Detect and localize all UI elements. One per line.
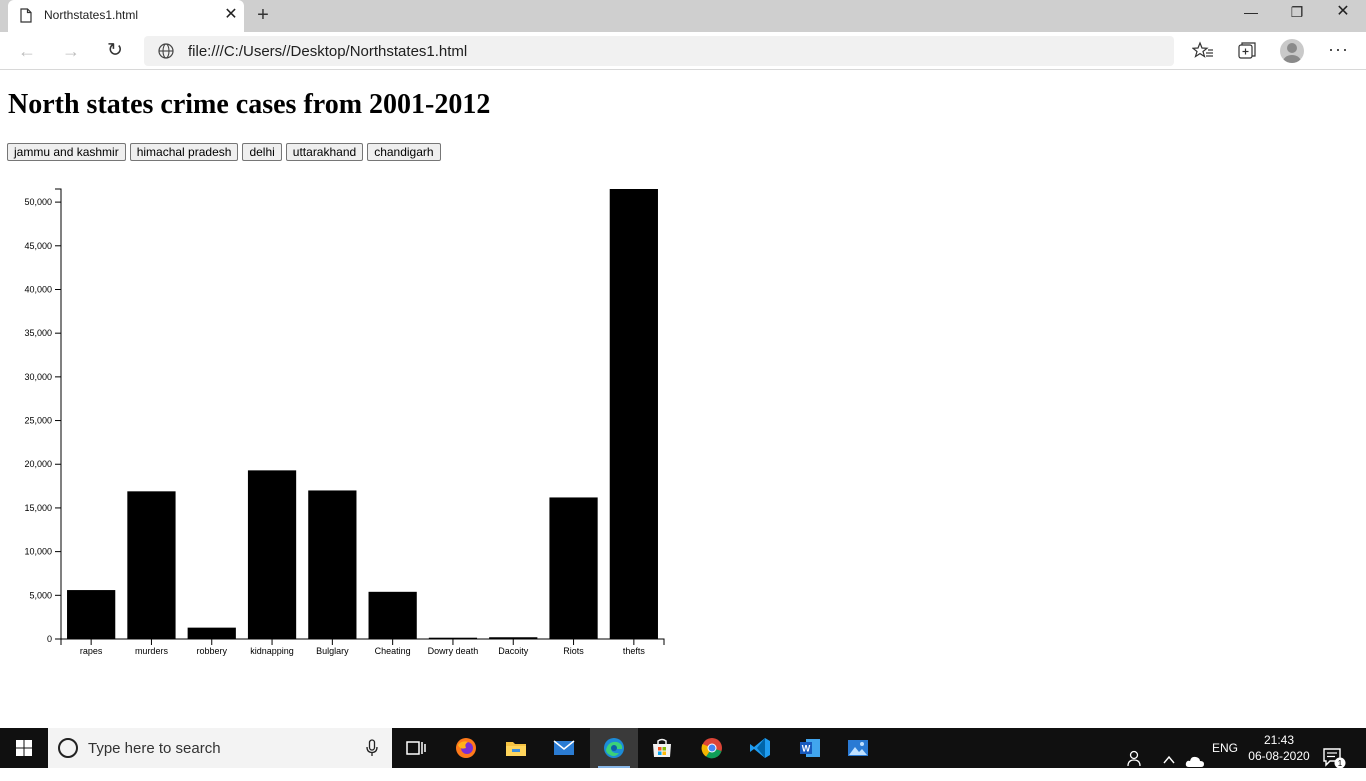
edge-icon[interactable] <box>590 728 638 768</box>
chrome-icon[interactable] <box>688 728 736 768</box>
y-tick-label: 0 <box>47 634 52 644</box>
bar-murders <box>127 491 176 639</box>
globe-icon <box>158 43 174 59</box>
y-tick-label: 40,000 <box>24 284 52 294</box>
mail-icon[interactable] <box>540 728 588 768</box>
window-close-button[interactable]: ✕ <box>1336 3 1350 20</box>
vscode-icon[interactable] <box>736 728 784 768</box>
crime-bar-chart: 0 5,000 10,000 15,000 20,000 25,000 30,000 35,0… <box>24 188 665 656</box>
page-icon <box>20 8 32 23</box>
state-button-delhi[interactable]: delhi <box>242 143 282 161</box>
more-options-icon[interactable]: ··· <box>1328 39 1349 59</box>
x-axis-line <box>60 638 665 645</box>
y-tick-label: 15,000 <box>24 503 52 513</box>
tab-close-icon[interactable]: ✕ <box>224 6 238 23</box>
taskbar-search-placeholder: Type here to search <box>88 740 221 757</box>
microphone-icon[interactable] <box>366 739 378 757</box>
windows-taskbar: Type here to search W <box>0 728 1366 769</box>
bar-riots <box>549 497 598 639</box>
y-tick-label: 25,000 <box>24 416 52 426</box>
store-icon[interactable] <box>638 728 686 768</box>
file-explorer-icon[interactable] <box>492 728 540 768</box>
browser-toolbar: ← → ↻ file:///C:/Users//Desktop/Northsta… <box>0 32 1366 70</box>
address-bar[interactable]: file:///C:/Users//Desktop/Northstates1.h… <box>144 36 1174 66</box>
people-icon[interactable] <box>1126 738 1144 778</box>
firefox-icon[interactable] <box>442 728 490 768</box>
browser-tab[interactable]: Northstates1.html ✕ <box>8 0 244 32</box>
taskbar-search-box[interactable]: Type here to search <box>48 728 392 768</box>
y-tick-label: 50,000 <box>24 197 52 207</box>
x-tick-label: murders <box>135 646 169 656</box>
onedrive-cloud-icon[interactable] <box>1185 741 1205 781</box>
web-page: North states crime cases from 2001-2012 … <box>0 71 1366 728</box>
y-tick-label: 45,000 <box>24 241 52 251</box>
bar-bulglary <box>308 490 357 639</box>
task-view-icon[interactable] <box>392 728 440 768</box>
cortana-icon <box>58 738 78 758</box>
bar-robbery <box>187 627 236 639</box>
x-tick-label: Dacoity <box>498 646 529 656</box>
state-button-uttarakhand[interactable]: uttarakhand <box>285 143 364 161</box>
y-tick-label: 30,000 <box>24 372 52 382</box>
y-tick-label: 10,000 <box>24 547 52 557</box>
bar-cheating <box>368 591 417 639</box>
forward-arrow-icon[interactable]: → <box>62 41 80 61</box>
window-minimize-button[interactable]: — <box>1244 4 1258 20</box>
taskbar-clock[interactable]: 21:43 06-08-2020 <box>1244 732 1314 764</box>
refresh-icon[interactable]: ↻ <box>107 40 123 61</box>
word-icon[interactable]: W <box>786 728 834 768</box>
browser-tab-bar: Northstates1.html ✕ + — ❐ ✕ <box>0 0 1366 32</box>
y-tick-label: 35,000 <box>24 328 52 338</box>
clock-date: 06-08-2020 <box>1248 749 1310 763</box>
x-tick-label: thefts <box>623 646 646 656</box>
language-indicator[interactable]: ENG <box>1212 741 1239 755</box>
photos-icon[interactable] <box>834 728 882 768</box>
x-tick-label: rapes <box>80 646 103 656</box>
x-tick-label: Riots <box>563 646 584 656</box>
x-tick-label: Bulglary <box>316 646 349 656</box>
bar-dowry-death <box>428 637 478 639</box>
state-button-group: jammu and kashmir himachal pradesh delhi ut… <box>7 143 445 162</box>
clock-time: 21:43 <box>1263 733 1295 747</box>
tab-title: Northstates1.html <box>44 8 139 22</box>
new-tab-button[interactable]: + <box>257 4 269 26</box>
url-text: file:///C:/Users//Desktop/Northstates1.h… <box>188 43 468 60</box>
back-arrow-icon[interactable]: ← <box>18 41 36 61</box>
active-app-indicator <box>598 766 630 768</box>
windows-start-icon[interactable] <box>0 728 48 768</box>
y-axis-line <box>55 188 62 640</box>
notifications-icon[interactable]: 1 <box>1322 738 1346 778</box>
svg-text:W: W <box>802 744 811 754</box>
bar-thefts <box>609 189 658 639</box>
y-tick-label: 20,000 <box>24 459 52 469</box>
favorites-star-icon[interactable] <box>1192 40 1214 62</box>
y-tick-label: 5,000 <box>29 590 52 600</box>
x-tick-label: Cheating <box>375 646 411 656</box>
window-restore-button[interactable]: ❐ <box>1290 4 1304 20</box>
state-button-chandigarh[interactable]: chandigarh <box>367 143 441 161</box>
x-tick-label: Dowry death <box>428 646 479 656</box>
profile-avatar-icon[interactable] <box>1280 39 1304 63</box>
bar-kidnapping <box>247 470 297 639</box>
x-tick-label: kidnapping <box>250 646 294 656</box>
chevron-up-icon[interactable] <box>1162 740 1176 780</box>
page-title: North states crime cases from 2001-2012 <box>8 89 491 120</box>
notification-count: 1 <box>1338 759 1343 768</box>
bar-dacoity <box>489 637 538 639</box>
state-button-himachal-pradesh[interactable]: himachal pradesh <box>129 143 239 161</box>
bar-rapes <box>67 590 116 639</box>
state-button-jammu-and-kashmir[interactable]: jammu and kashmir <box>7 143 126 161</box>
collections-icon[interactable] <box>1236 40 1258 62</box>
x-tick-label: robbery <box>196 646 227 656</box>
